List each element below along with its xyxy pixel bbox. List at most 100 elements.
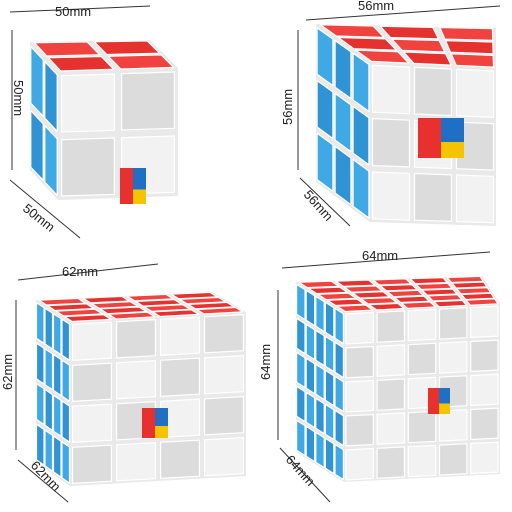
front-face-sticker — [115, 442, 156, 482]
left-face-sticker — [44, 388, 54, 432]
left-face-sticker — [324, 369, 335, 407]
top-face-sticker — [135, 299, 183, 307]
front-face-sticker — [71, 403, 113, 443]
left-face-sticker — [324, 403, 335, 441]
left-face-sticker — [315, 295, 325, 333]
top-face-sticker — [143, 304, 191, 312]
top-face-sticker — [326, 298, 365, 307]
left-face-sticker — [334, 409, 344, 447]
top-face-sticker — [456, 287, 492, 295]
cube-2x2: 50mm 50mm 50mm — [9, 4, 178, 239]
cube-5x5: 64mm 64mm 64mm — [258, 248, 500, 503]
top-face-sticker — [368, 302, 405, 311]
top-face-sticker — [170, 291, 218, 300]
left-face-sticker — [305, 425, 316, 463]
left-face-sticker — [305, 289, 316, 327]
dimension-line-top — [305, 5, 501, 21]
front-face-sticker — [376, 412, 406, 445]
dimension-line-depth — [279, 447, 331, 503]
top-face-sticker — [64, 314, 112, 323]
left-face-sticker — [61, 318, 71, 361]
top-face-sticker — [403, 51, 452, 66]
left-face-sticker — [44, 348, 54, 391]
left-face-sticker — [316, 132, 334, 192]
front-face-sticker — [160, 439, 200, 479]
top-face-sticker — [379, 284, 418, 292]
top-face-sticker — [439, 26, 494, 42]
left-face-sticker — [315, 397, 325, 435]
front-face-sticker — [60, 137, 116, 197]
top-face-sticker — [107, 54, 175, 70]
logo-red-block — [418, 118, 441, 158]
top-face-sticker — [343, 285, 383, 293]
left-face-sticker — [324, 437, 335, 475]
front-face-sticker — [376, 378, 406, 411]
dimension-line-top — [9, 5, 151, 13]
top-face-sticker — [393, 295, 430, 304]
front-face-sticker — [71, 362, 113, 402]
logo-yellow-block — [439, 403, 450, 414]
top-face-sticker — [355, 49, 410, 64]
front-face-sticker — [60, 73, 116, 133]
top-face-sticker — [179, 296, 227, 305]
top-face-sticker — [152, 309, 200, 318]
front-face-sticker — [345, 311, 374, 345]
left-face-sticker — [35, 383, 45, 426]
front-face-sticker — [413, 172, 453, 222]
left-face-sticker — [296, 283, 306, 321]
top-face-sticker — [337, 36, 397, 51]
front-face-sticker — [376, 310, 406, 343]
front-face-sticker — [470, 305, 499, 339]
left-face-sticker — [296, 317, 306, 355]
logo-blue-block — [439, 388, 450, 404]
top-face-sticker — [427, 294, 463, 302]
cube-4x4: 62mm 62mm 62mm — [0, 263, 246, 503]
front-face-sticker — [438, 307, 468, 340]
front-face-sticker — [371, 171, 411, 221]
dimension-label-top: 50mm — [55, 4, 91, 19]
top-face-sticker — [320, 24, 385, 39]
top-face-sticker — [386, 289, 424, 298]
top-face-sticker — [415, 282, 453, 291]
logo-red-block — [120, 168, 133, 204]
front-face-sticker — [455, 174, 495, 224]
front-face-sticker — [115, 360, 156, 400]
left-face-sticker — [52, 394, 62, 437]
top-face-sticker — [317, 292, 357, 301]
left-face-sticker — [316, 79, 334, 140]
front-face-sticker — [376, 446, 406, 479]
left-face-sticker — [52, 435, 62, 478]
front-face-sticker — [71, 321, 113, 361]
logo-blue-block — [133, 168, 146, 190]
top-face-sticker — [460, 292, 495, 301]
top-face-sticker — [108, 311, 156, 320]
front-face-sticker — [371, 117, 411, 168]
top-face-sticker — [445, 40, 494, 55]
left-face-sticker — [296, 385, 306, 423]
dimension-line-top — [17, 263, 159, 281]
top-face-sticker — [391, 38, 446, 53]
left-face-sticker — [334, 341, 344, 379]
front-face-sticker — [407, 308, 437, 342]
top-face-sticker — [196, 306, 244, 315]
logo-blue-block — [441, 118, 464, 142]
front-face-sticker — [345, 345, 374, 379]
front-face-sticker — [345, 379, 374, 413]
left-face-sticker — [61, 400, 71, 443]
front-face-sticker — [438, 341, 468, 374]
top-face-sticker — [82, 295, 130, 304]
top-face-sticker — [99, 306, 147, 315]
left-face-sticker — [352, 52, 370, 113]
left-face-sticker — [52, 313, 62, 356]
dimension-label-top: 56mm — [358, 0, 394, 13]
front-face-sticker — [160, 316, 200, 356]
front-face-sticker — [407, 342, 437, 376]
dimension-line-depth — [9, 179, 81, 239]
left-face-sticker — [35, 423, 45, 466]
top-face-sticker — [55, 308, 103, 317]
top-face-sticker — [298, 280, 340, 289]
top-face-sticker — [47, 55, 115, 72]
left-face-sticker — [324, 301, 335, 339]
left-face-sticker — [30, 46, 44, 117]
